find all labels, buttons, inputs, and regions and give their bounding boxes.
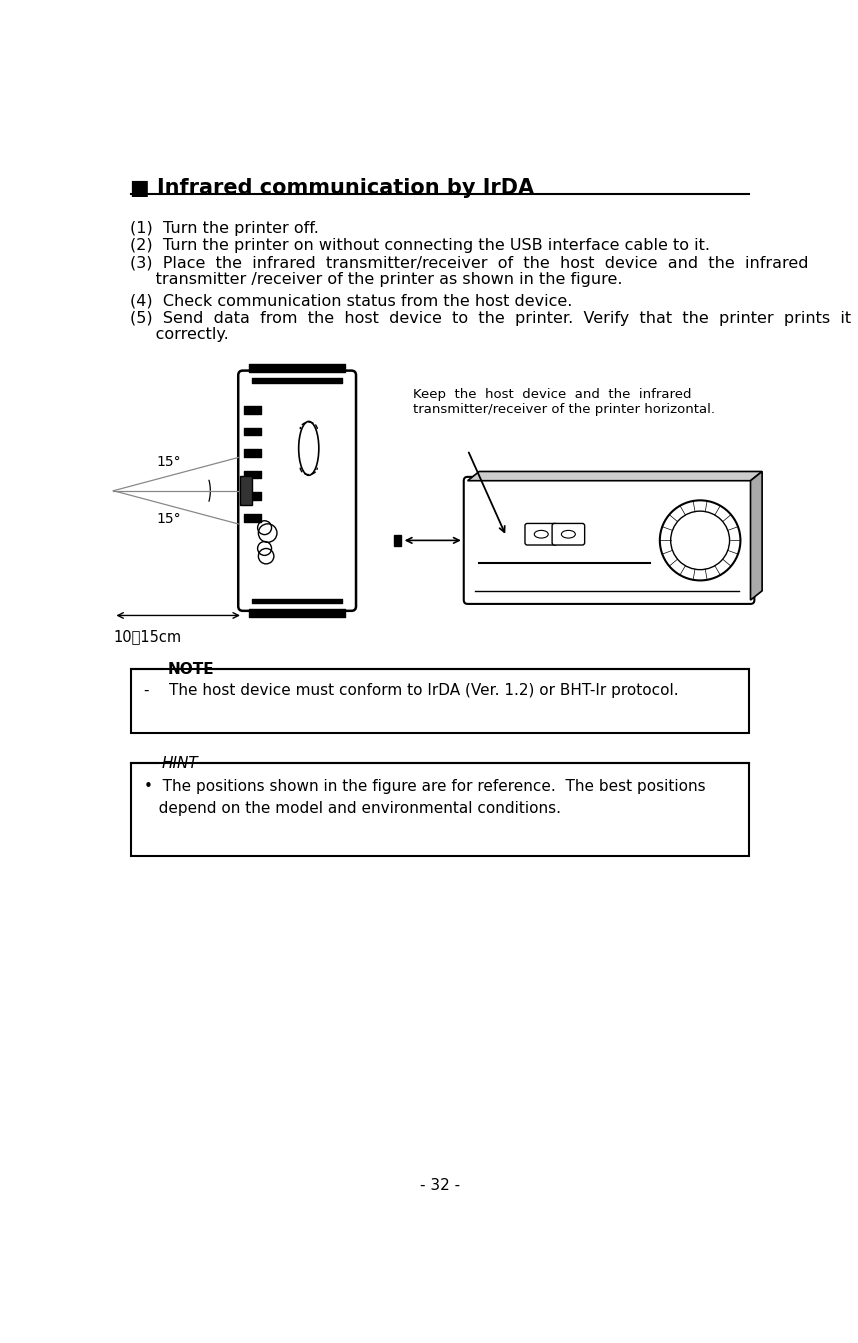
Text: transmitter /receiver of the printer as shown in the figure.: transmitter /receiver of the printer as …	[130, 273, 623, 287]
Bar	[239, 475, 252, 505]
Text: HINT: HINT	[161, 756, 198, 771]
Text: (1)  Turn the printer off.: (1) Turn the printer off.	[130, 222, 319, 236]
Text: 10～15cm: 10～15cm	[113, 630, 182, 645]
Text: (4)  Check communication status from the host device.: (4) Check communication status from the …	[130, 294, 573, 309]
Bar	[394, 535, 401, 545]
FancyBboxPatch shape	[239, 371, 356, 611]
Text: ■ Infrared communication by IrDA: ■ Infrared communication by IrDA	[130, 179, 535, 199]
Text: (2)  Turn the printer on without connecting the USB interface cable to it.: (2) Turn the printer on without connecti…	[130, 238, 710, 254]
Text: correctly.: correctly.	[130, 328, 229, 342]
Text: 15°: 15°	[156, 512, 181, 526]
Text: Keep  the  host  device  and  the  infrared
transmitter/receiver of the printer : Keep the host device and the infrared tr…	[414, 388, 716, 416]
Text: (5)  Send  data  from  the  host  device  to  the  printer.  Verify  that  the  : (5) Send data from the host device to th…	[130, 310, 852, 325]
Text: •  The positions shown in the figure are for reference.  The best positions
   d: • The positions shown in the figure are …	[144, 779, 706, 817]
Polygon shape	[468, 471, 762, 481]
Text: 15°: 15°	[156, 455, 181, 469]
FancyBboxPatch shape	[552, 524, 584, 545]
Text: (3)  Place  the  infrared  transmitter/receiver  of  the  host  device  and  the: (3) Place the infrared transmitter/recei…	[130, 255, 809, 270]
FancyBboxPatch shape	[464, 477, 754, 604]
Text: -    The host device must conform to IrDA (Ver. 1.2) or BHT-Ir protocol.: - The host device must conform to IrDA (…	[144, 684, 679, 698]
Text: NOTE: NOTE	[167, 662, 214, 677]
Polygon shape	[751, 471, 762, 600]
Text: - 32 -: - 32 -	[420, 1178, 460, 1193]
FancyBboxPatch shape	[525, 524, 558, 545]
